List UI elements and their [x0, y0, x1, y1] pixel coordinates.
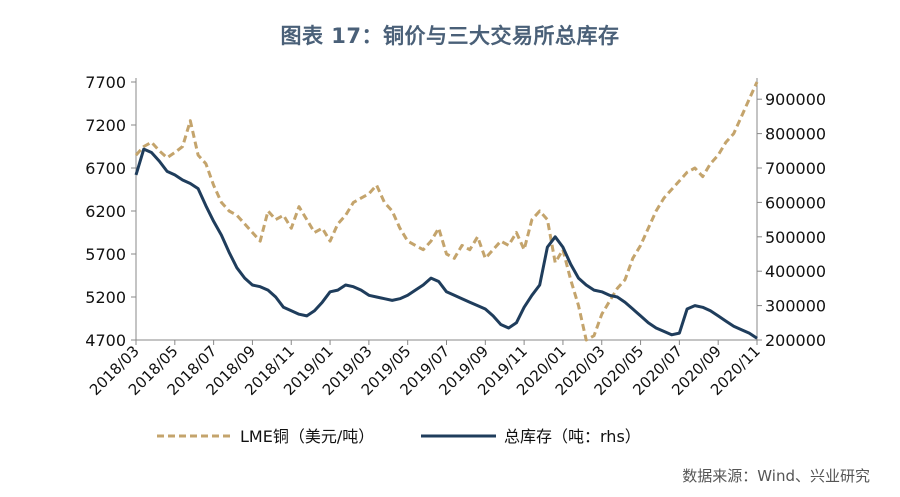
left-tick-label: 4700 [85, 331, 126, 350]
series-line-inventory [134, 147, 758, 340]
chart-axes: 4700 5200 5700 6200 6700 7200 7700 200000 300000… [85, 73, 826, 399]
source-note: 数据来源：Wind、兴业研究 [682, 467, 870, 485]
left-tick-label: 6700 [85, 159, 126, 178]
left-tick-label: 5200 [85, 288, 126, 307]
series-line-lme-copper [134, 81, 759, 342]
left-tick-label: 5700 [85, 245, 126, 264]
legend: LME铜（美元/吨） 总库存（吨：rhs） [157, 427, 641, 446]
right-tick-label: 600000 [765, 193, 826, 212]
right-tick-label: 900000 [765, 90, 826, 109]
left-tick-label: 6200 [85, 202, 126, 221]
legend-label-lme-copper: LME铜（美元/吨） [240, 427, 374, 446]
right-tick-label: 200000 [765, 331, 826, 350]
left-tick-label: 7700 [85, 73, 126, 92]
right-tick-label: 300000 [765, 297, 826, 316]
right-tick-label: 400000 [765, 262, 826, 281]
chart-title: 图表 17：铜价与三大交易所总库存 [280, 24, 620, 48]
legend-label-inventory: 总库存（吨：rhs） [504, 427, 641, 446]
right-tick-label: 800000 [765, 125, 826, 144]
series-layer [134, 81, 759, 342]
right-tick-label: 700000 [765, 159, 826, 178]
right-tick-label: 500000 [765, 228, 826, 247]
left-tick-label: 7200 [85, 116, 126, 135]
